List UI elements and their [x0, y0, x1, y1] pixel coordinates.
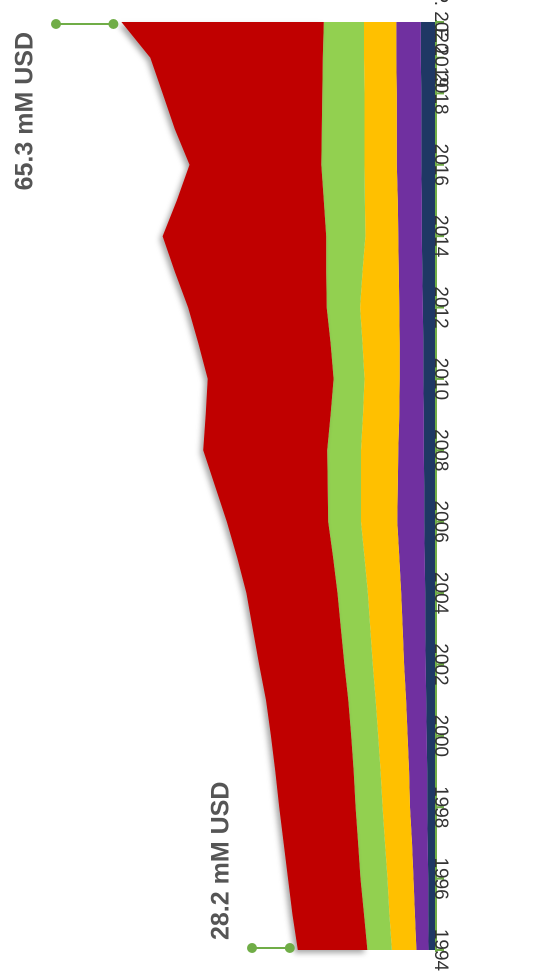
x-tick-label: 2016 [430, 144, 451, 186]
area-series-group [121, 22, 436, 950]
x-tick-label: 2004 [430, 572, 451, 615]
annotation-dot [51, 19, 61, 29]
area-series-2 [396, 22, 429, 950]
x-tick-label: 2010 [430, 358, 451, 400]
x-tick-label: 2000 [430, 715, 451, 757]
x-tick-label: 2018 [430, 72, 451, 114]
area-series-5 [121, 22, 368, 950]
annotation-label: 65.3 mM USD [11, 32, 39, 190]
x-tick-label: 1994 [430, 929, 451, 972]
x-tick-label: P. 2020 [430, 0, 451, 54]
x-tick-label: 1998 [430, 786, 451, 828]
x-tick-label: 2014 [430, 215, 451, 258]
area-series-1 [420, 22, 436, 950]
annotation-dot [108, 19, 119, 29]
x-tick-label: 2002 [430, 643, 451, 685]
annotations-group: 28.2 mM USD 65.3 mM USD [11, 19, 295, 953]
area-series-3 [360, 22, 417, 950]
annotation-label: 28.2 mM USD [207, 782, 235, 940]
x-axis-ticks: 1994 1996 1998 2000 2002 2004 2006 2008 2010 2012… [430, 0, 451, 972]
x-tick-label: 1996 [430, 857, 451, 899]
x-tick-label: 2006 [430, 501, 451, 543]
x-tick-label: E 2019 [430, 28, 451, 88]
x-tick-label: 2008 [430, 429, 451, 471]
area-series-4 [321, 22, 392, 950]
x-tick-label: 2012 [430, 286, 451, 328]
annotation-dot [284, 943, 295, 953]
annotation-dot [247, 943, 257, 953]
